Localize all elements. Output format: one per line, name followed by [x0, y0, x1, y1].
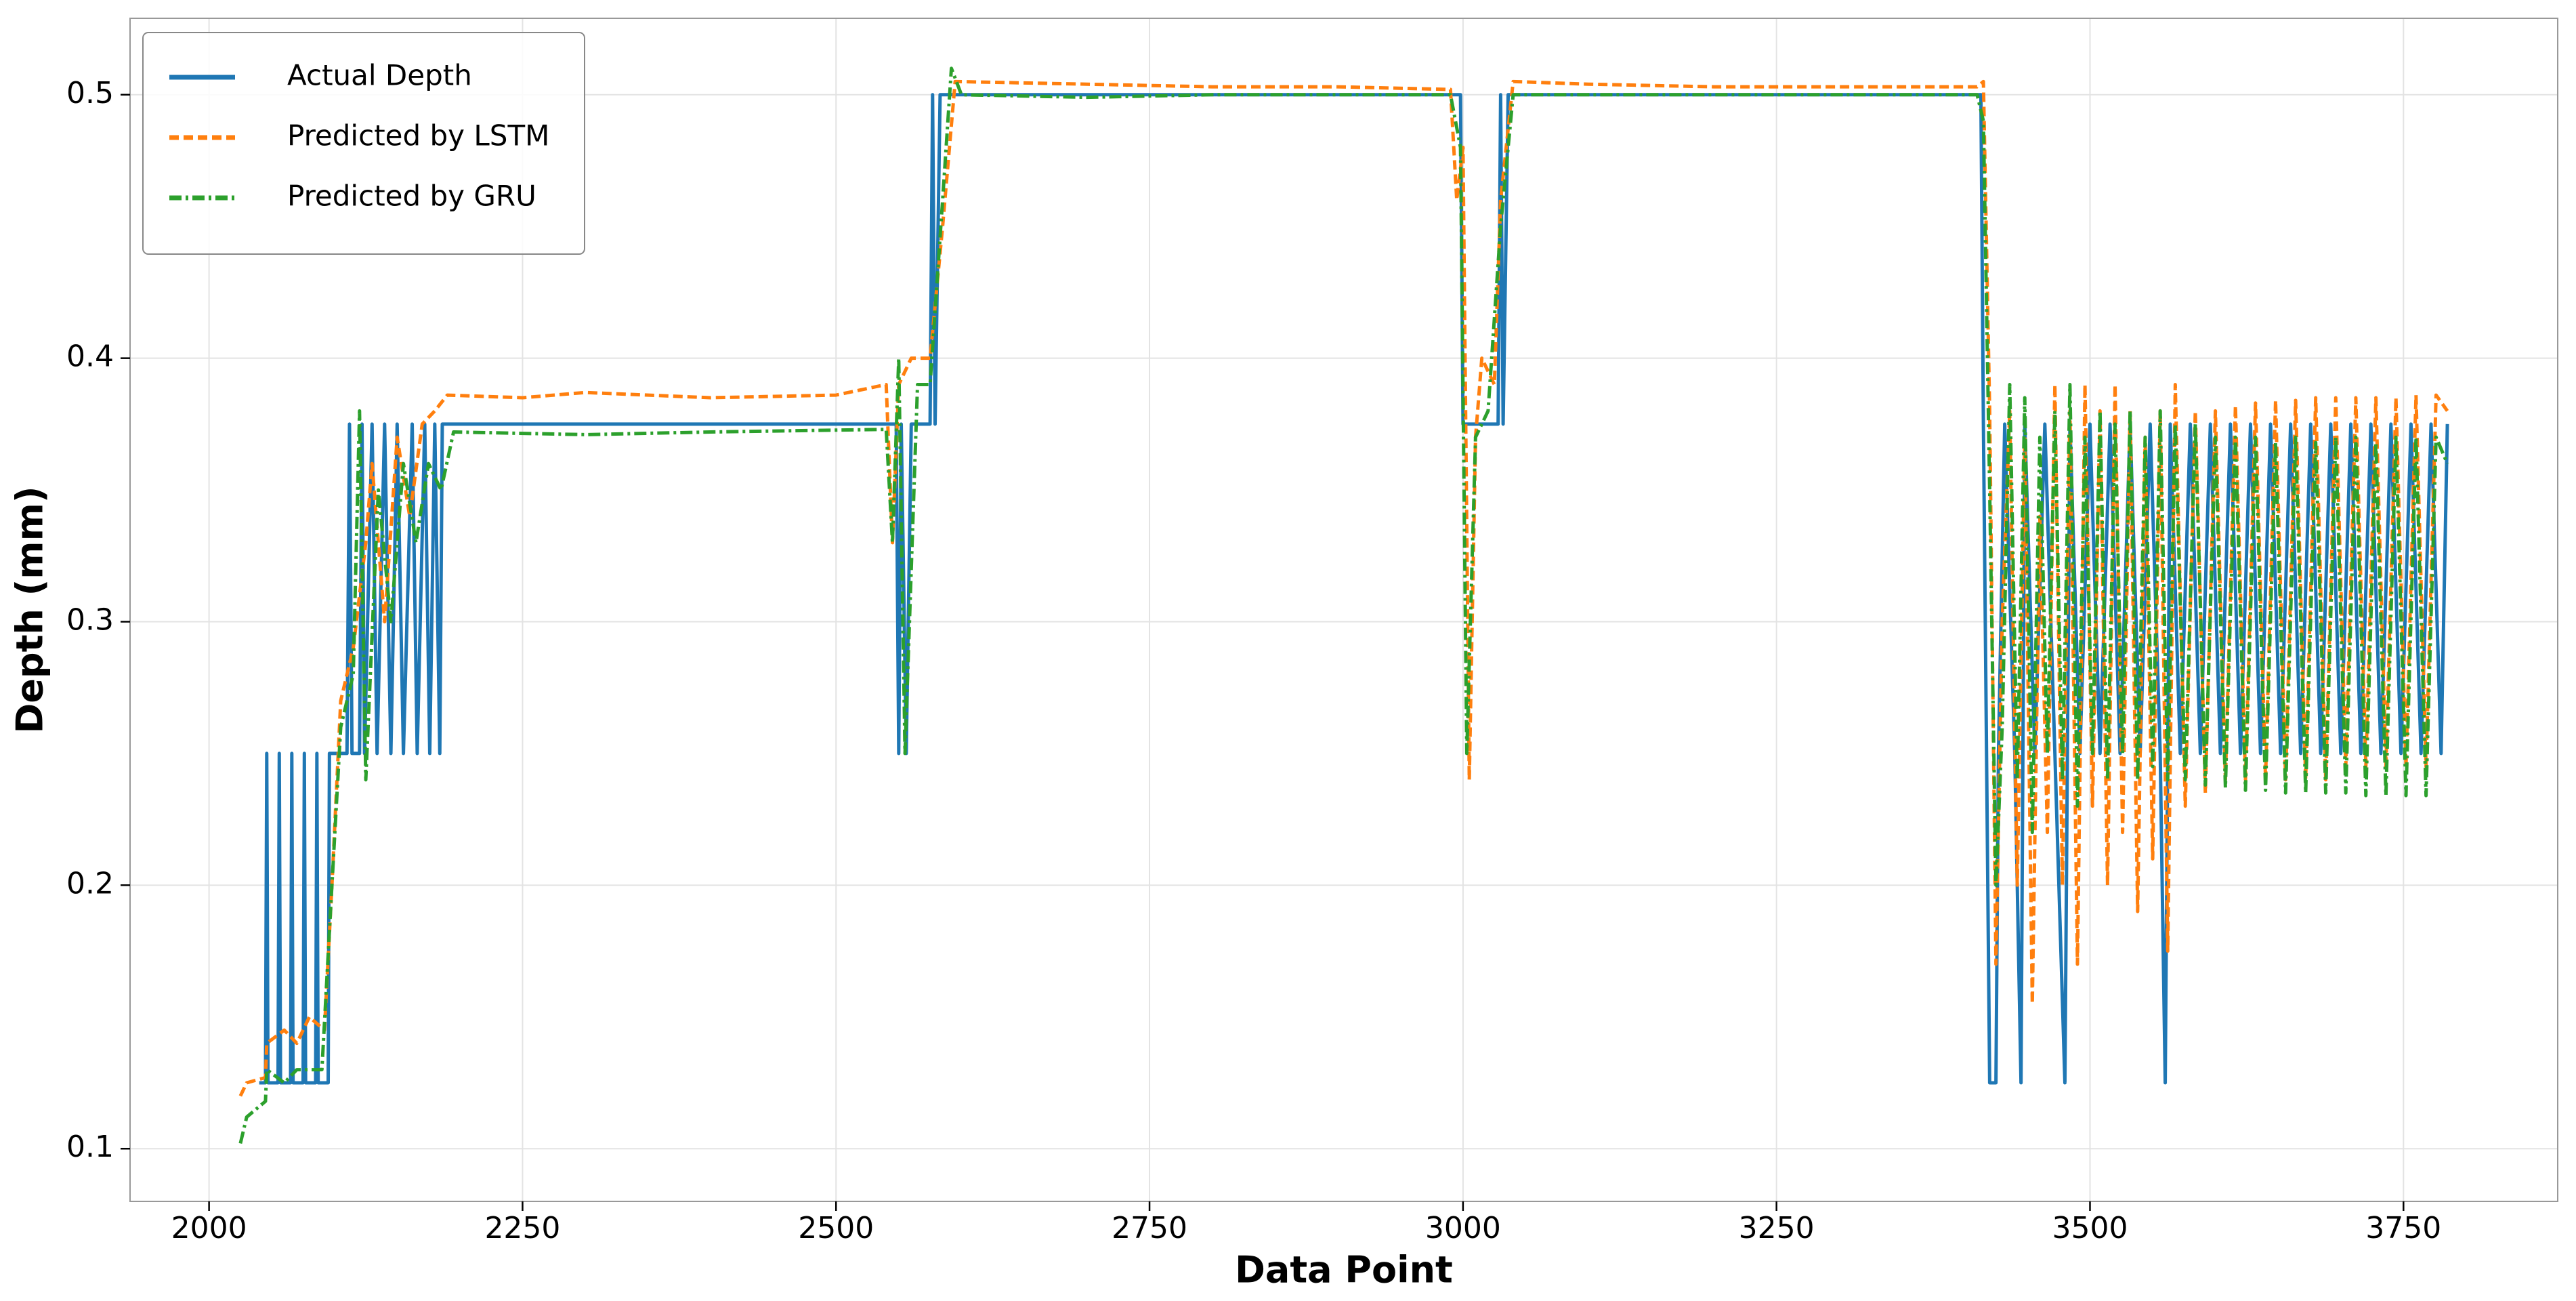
y-axis-label: Depth (mm) [9, 486, 51, 733]
legend-box [142, 32, 585, 255]
series-line [238, 66, 2449, 1144]
legend-label: Actual Depth [287, 59, 472, 92]
y-tick-label: 0.4 [66, 339, 114, 374]
legend: Actual Depth Predicted by LSTM Predicted b… [142, 32, 585, 255]
legend-label: Predicted by GRU [287, 180, 536, 213]
y-tick-label: 0.5 [66, 76, 114, 110]
x-tick-label: 2750 [1112, 1211, 1187, 1245]
x-tick-label: 2250 [484, 1211, 560, 1245]
x-tick-label: 3750 [2365, 1211, 2441, 1245]
series-line [259, 93, 2449, 1085]
x-tick-label: 2000 [171, 1211, 247, 1245]
x-tick-label: 3000 [1425, 1211, 1501, 1245]
ticks: 2000 2250 2500 2750 3000 3250 3500 3750 0.1 0.2 0.… [66, 76, 2441, 1245]
x-tick-label: 3500 [2052, 1211, 2128, 1245]
x-tick-label: 3250 [1739, 1211, 1815, 1245]
x-tick-label: 2500 [798, 1211, 874, 1245]
plot-area [238, 66, 2449, 1144]
legend-label: Predicted by LSTM [287, 119, 549, 152]
y-tick-label: 0.1 [66, 1130, 114, 1164]
plot-frame [129, 18, 2558, 1202]
y-tick-label: 0.3 [66, 602, 114, 637]
x-axis-label: Data Point [1235, 1249, 1453, 1292]
y-tick-label: 0.2 [66, 866, 114, 901]
